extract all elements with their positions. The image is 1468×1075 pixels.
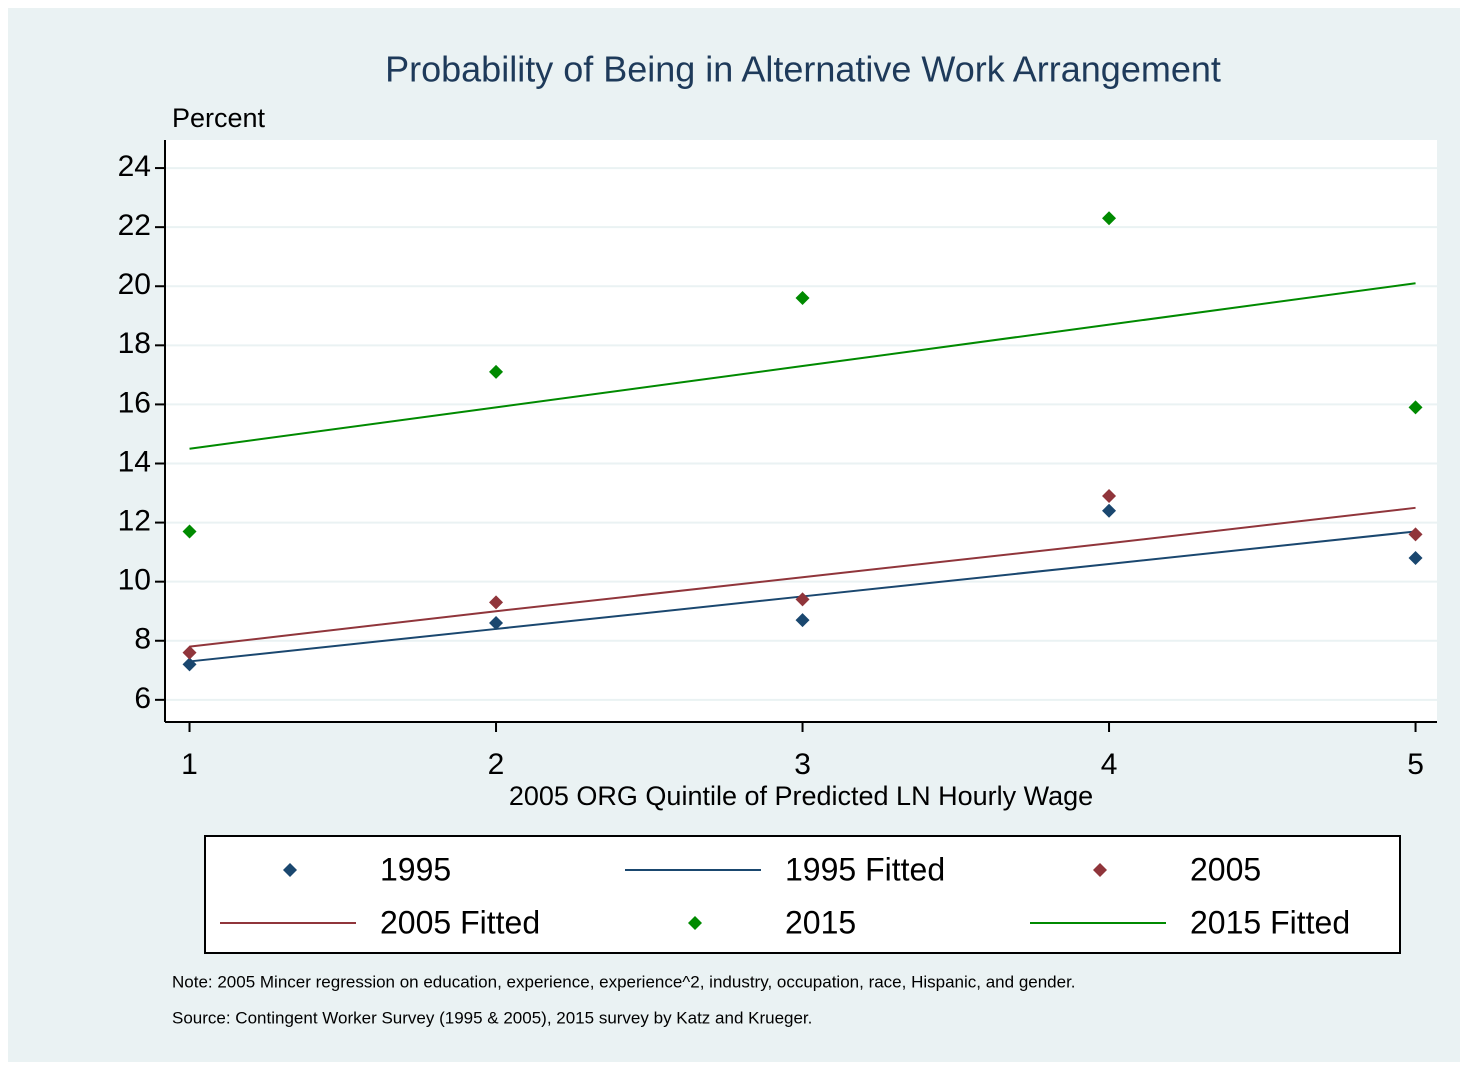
x-tick-label: 4 (1101, 748, 1118, 781)
legend-label: 1995 Fitted (785, 851, 945, 887)
marker (182, 524, 197, 539)
legend-label: 2005 (1190, 851, 1261, 887)
y-tick-label: 8 (134, 623, 151, 656)
marker (1408, 551, 1423, 566)
marker (795, 291, 810, 306)
x-tick-label: 1 (181, 748, 198, 781)
marker (1102, 503, 1117, 518)
x-tick-label: 3 (794, 748, 811, 781)
legend-label: 2015 Fitted (1190, 904, 1350, 940)
marker (1102, 488, 1117, 503)
legend-label: 2005 Fitted (380, 904, 540, 940)
legend-label: 2015 (785, 904, 856, 940)
fitted-line (189, 506, 1416, 648)
legend-label: 1995 (380, 851, 451, 887)
legend (204, 835, 1401, 954)
y-tick-label: 12 (118, 505, 151, 538)
chart-title: Probability of Being in Alternative Work… (385, 49, 1221, 90)
y-tick-label: 6 (134, 682, 151, 715)
legend-key (688, 916, 702, 930)
x-tick-label: 2 (488, 748, 505, 781)
marker (795, 592, 810, 607)
legend-key (283, 863, 297, 877)
y-tick-label: 20 (118, 268, 151, 301)
y-tick-label: 24 (118, 150, 151, 183)
legend-key (1093, 863, 1107, 877)
marker (489, 364, 504, 379)
marker (1102, 211, 1117, 226)
marker (795, 613, 810, 628)
y-tick-label: 18 (118, 327, 151, 360)
y-tick-label: 10 (118, 564, 151, 597)
marker (489, 616, 504, 631)
x-tick-label: 5 (1407, 748, 1424, 781)
source: Source: Contingent Worker Survey (1995 &… (172, 1008, 812, 1027)
y-axis-label: Percent (172, 103, 266, 133)
y-tick-label: 16 (118, 386, 151, 419)
marker (489, 595, 504, 610)
marker (1408, 527, 1423, 542)
note: Note: 2005 Mincer regression on educatio… (172, 972, 1076, 991)
x-axis-label: 2005 ORG Quintile of Predicted LN Hourly… (509, 781, 1093, 811)
y-tick-label: 14 (118, 445, 151, 478)
marker (182, 645, 197, 660)
marker (1408, 400, 1423, 415)
y-tick-label: 22 (118, 209, 151, 242)
fitted-line (189, 282, 1416, 450)
